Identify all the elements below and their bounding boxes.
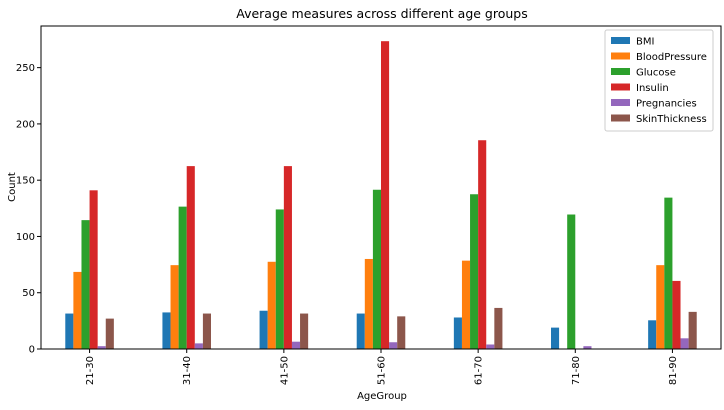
bar bbox=[97, 346, 106, 349]
bar bbox=[259, 310, 268, 349]
x-tick-label: 31-40 bbox=[182, 356, 193, 385]
bar bbox=[356, 313, 365, 349]
legend-swatch bbox=[611, 37, 630, 44]
bar bbox=[567, 214, 576, 349]
legend-label: Glucose bbox=[636, 68, 676, 79]
legend-swatch bbox=[611, 99, 630, 106]
bar bbox=[178, 206, 187, 349]
legend-swatch bbox=[611, 83, 630, 91]
legend-label: SkinThickness bbox=[636, 114, 707, 125]
legend: BMI BloodPressure Glucose Insulin Pregnancie… bbox=[604, 29, 714, 132]
bar bbox=[291, 341, 301, 349]
bar bbox=[275, 209, 284, 349]
bar bbox=[486, 344, 495, 349]
bar bbox=[470, 194, 479, 349]
bar bbox=[688, 311, 697, 349]
legend-swatch bbox=[611, 114, 630, 122]
x-tick-label: 21-30 bbox=[85, 356, 96, 385]
bar bbox=[551, 327, 560, 349]
legend-label: BloodPressure bbox=[636, 52, 707, 63]
y-axis: 0 50 100 150 200 250 bbox=[16, 63, 41, 356]
bar bbox=[364, 258, 373, 349]
legend-label: Pregnancies bbox=[636, 99, 697, 110]
bar bbox=[583, 346, 592, 349]
bar bbox=[389, 342, 398, 349]
y-tick-label: 250 bbox=[16, 63, 35, 74]
bar bbox=[162, 312, 171, 349]
bar bbox=[494, 307, 503, 349]
legend-swatch bbox=[611, 68, 630, 75]
legend-box bbox=[604, 29, 714, 132]
bar bbox=[194, 343, 203, 349]
x-tick-label: 71-80 bbox=[571, 356, 582, 385]
legend-label: BMI bbox=[636, 37, 654, 48]
bar bbox=[648, 320, 657, 349]
y-axis-label: Count bbox=[7, 172, 18, 202]
bar bbox=[453, 317, 462, 349]
x-axis: 21-30 31-40 41-50 51-60 61-70 71-80 81-90 bbox=[85, 349, 679, 385]
x-tick-label: 41-50 bbox=[279, 356, 290, 385]
bar bbox=[300, 313, 309, 349]
bars-group bbox=[65, 41, 697, 349]
plot-frame bbox=[40, 25, 722, 350]
y-tick-label: 100 bbox=[16, 232, 35, 243]
bar bbox=[89, 190, 98, 349]
bar bbox=[656, 265, 665, 349]
bar bbox=[664, 197, 673, 349]
bar bbox=[73, 271, 82, 349]
bar bbox=[680, 338, 689, 349]
bar bbox=[202, 313, 211, 349]
x-tick-label: 51-60 bbox=[377, 356, 388, 385]
x-tick-label: 81-90 bbox=[668, 356, 679, 385]
bar bbox=[372, 189, 381, 349]
bar bbox=[170, 265, 179, 349]
legend-label: Insulin bbox=[636, 83, 669, 94]
x-tick-label: 61-70 bbox=[474, 356, 485, 385]
bar bbox=[283, 166, 292, 349]
bar bbox=[65, 313, 74, 349]
y-tick-label: 0 bbox=[29, 345, 35, 356]
chart-title: Average measures across different age gr… bbox=[236, 6, 528, 21]
legend-swatch bbox=[611, 52, 630, 60]
bar bbox=[267, 261, 276, 349]
bar bbox=[81, 220, 90, 349]
bar bbox=[105, 318, 114, 349]
bar bbox=[381, 41, 390, 349]
bar bbox=[672, 280, 681, 349]
y-tick-label: 200 bbox=[16, 119, 35, 130]
y-tick-label: 150 bbox=[16, 176, 35, 187]
y-tick-label: 50 bbox=[22, 288, 35, 299]
bar bbox=[478, 140, 487, 349]
bar bbox=[461, 260, 471, 349]
bar bbox=[397, 316, 406, 349]
x-axis-label: AgeGroup bbox=[357, 391, 407, 402]
bar bbox=[186, 166, 195, 349]
